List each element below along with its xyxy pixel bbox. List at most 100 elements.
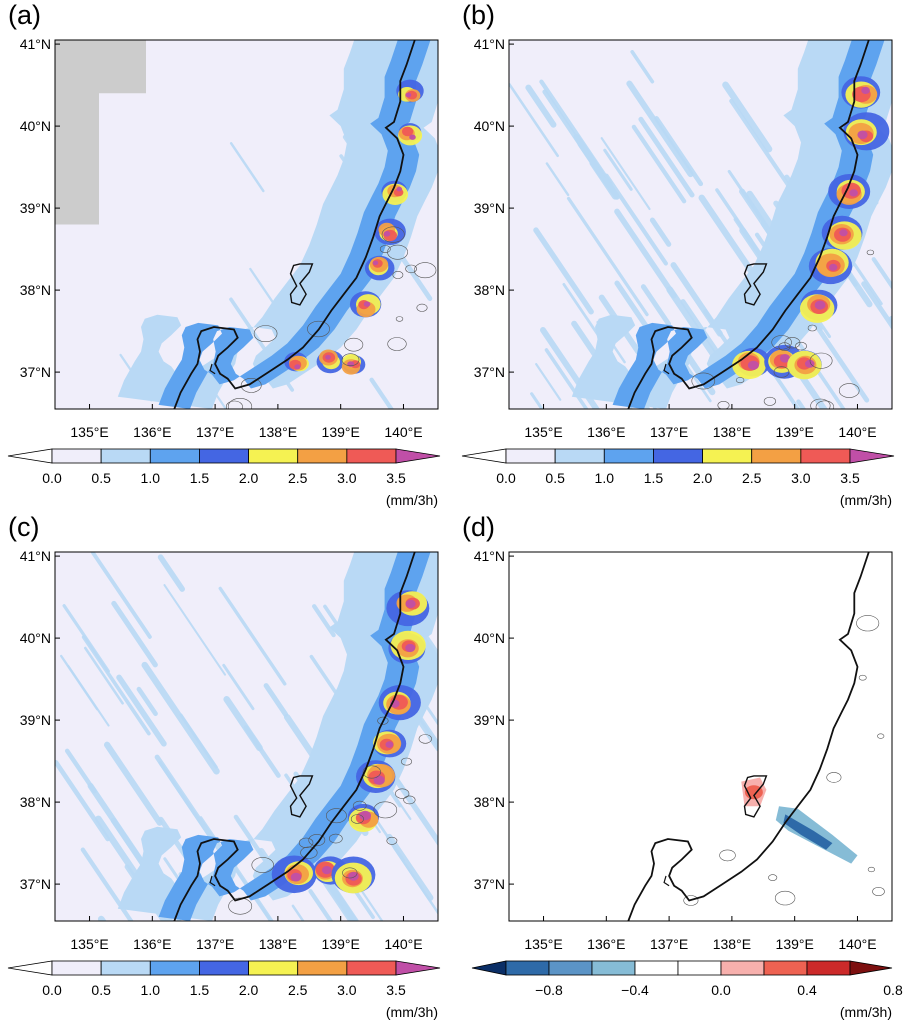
lon-label: 138°E (713, 936, 751, 952)
elevation-contour (251, 857, 274, 873)
precip-streak (136, 686, 158, 717)
precip-band-light (117, 40, 438, 409)
elevation-contour (300, 846, 318, 859)
lat-label: 40°N (20, 118, 51, 134)
colorbar-label: 0.0 (42, 982, 62, 998)
colorbar-segment (149, 960, 200, 976)
coastline (173, 40, 416, 409)
precip-cell (779, 354, 791, 363)
map-area (55, 40, 438, 409)
map-frame (54, 551, 439, 922)
sado-island (743, 775, 768, 818)
precip-cell (373, 775, 385, 785)
colorbar-segment (51, 448, 102, 464)
noto-bay (209, 875, 216, 887)
precip-streak (544, 348, 589, 409)
precip-streak (727, 169, 771, 232)
elevation-contour (795, 341, 807, 351)
colorbar-segment (505, 448, 556, 464)
precip-streak (229, 142, 265, 193)
colorbar-label: 0.0 (42, 470, 62, 486)
lat-label: 40°N (20, 630, 51, 646)
colorbar-arrow-high (395, 960, 441, 976)
lat-label: 39°N (20, 200, 51, 216)
precip-streak (59, 654, 99, 711)
lat-label: 37°N (474, 364, 505, 380)
precip-cell (294, 364, 301, 370)
map-frame (508, 39, 893, 410)
elevation-contour (395, 316, 404, 322)
colorbar-label: 1.0 (141, 470, 161, 486)
colorbar-unit: (mm/3h) (386, 1004, 438, 1020)
colorbar-label: 2.5 (742, 470, 762, 486)
colorbar-segment (591, 960, 636, 976)
colorbar: −0.8 −0.4 0.0 0.4 0.8 (mm/3h) (471, 960, 903, 1020)
lon-label: 139°E (322, 424, 360, 440)
colorbar-label: 1.0 (595, 470, 615, 486)
elevation-contour (815, 400, 835, 409)
colorbar-label: −0.8 (535, 982, 563, 998)
elevation-contour (810, 398, 831, 409)
colorbar-label: 2.0 (239, 470, 259, 486)
panel-d-label: (d) (462, 512, 495, 542)
precip-streak (649, 217, 672, 247)
colorbar-label: −0.4 (621, 982, 649, 998)
lat-label: 37°N (20, 364, 51, 380)
precip-streak (116, 674, 167, 747)
lon-label: 139°E (776, 424, 814, 440)
lon-label: 138°E (259, 424, 297, 440)
elevation-contour (341, 353, 360, 367)
colorbar-arrow-high (849, 448, 895, 464)
precip-streak (861, 281, 892, 331)
precip-cell (363, 301, 371, 307)
elevation-contour (683, 895, 699, 906)
elevation-contour (226, 400, 243, 409)
map-area (509, 40, 892, 409)
colorbar-segment (548, 960, 593, 976)
colorbar-label: 2.5 (288, 982, 308, 998)
colorbar-segment (346, 960, 397, 976)
lat-label: 41°N (20, 548, 51, 564)
colorbar-segment (100, 448, 151, 464)
colorbar-segment (603, 448, 654, 464)
elevation-contour (405, 264, 417, 274)
colorbar-segment (297, 448, 348, 464)
panel-a-map: 41°N 40°N 39°N 38°N 37°N 135°E 136°E 137°E 138°E… (7, 36, 441, 508)
elevation-contour (350, 814, 364, 824)
panel-b-label: (b) (462, 0, 495, 30)
lon-label: 139°E (776, 936, 814, 952)
colorbar-segment (653, 448, 703, 464)
colorbar-label: 0.0 (711, 982, 731, 998)
coastline (173, 552, 416, 921)
precip-cell (372, 260, 379, 266)
precip-band-mid (158, 40, 431, 409)
colorbar-label: 0.8 (883, 982, 903, 998)
lon-label: 139°E (322, 936, 360, 952)
colorbar-segment (248, 960, 299, 976)
precip-streak (614, 208, 677, 299)
lon-label: 140°E (384, 936, 422, 952)
elevation-contour (717, 401, 730, 409)
precip-cell (348, 871, 359, 881)
precip-cell (409, 134, 416, 140)
lon-label: 136°E (133, 424, 171, 440)
precip-cell (829, 263, 838, 271)
precip-streak (604, 173, 668, 266)
elevation-contour (856, 615, 880, 632)
elevation-contour (774, 890, 796, 906)
colorbar-label: 0.5 (91, 470, 111, 486)
precip-cell (805, 359, 815, 368)
map-area (55, 552, 438, 921)
map-frame (54, 39, 439, 410)
lat-label: 38°N (20, 794, 51, 810)
elevation-contour (362, 765, 381, 779)
precip-streak (64, 748, 97, 794)
sado-island (289, 775, 314, 818)
lat-label: 37°N (20, 876, 51, 892)
precip-streak (386, 833, 434, 901)
precip-cell (347, 361, 355, 367)
precip-streak (141, 661, 220, 775)
colorbar-segment (800, 448, 851, 464)
elevation-contour (418, 734, 432, 744)
panel-a: 41°N 40°N 39°N 38°N 37°N 135°E 136°E 137°E 138°E… (0, 0, 453, 512)
